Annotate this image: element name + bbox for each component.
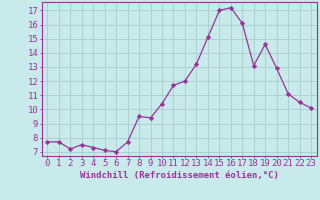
X-axis label: Windchill (Refroidissement éolien,°C): Windchill (Refroidissement éolien,°C) bbox=[80, 171, 279, 180]
